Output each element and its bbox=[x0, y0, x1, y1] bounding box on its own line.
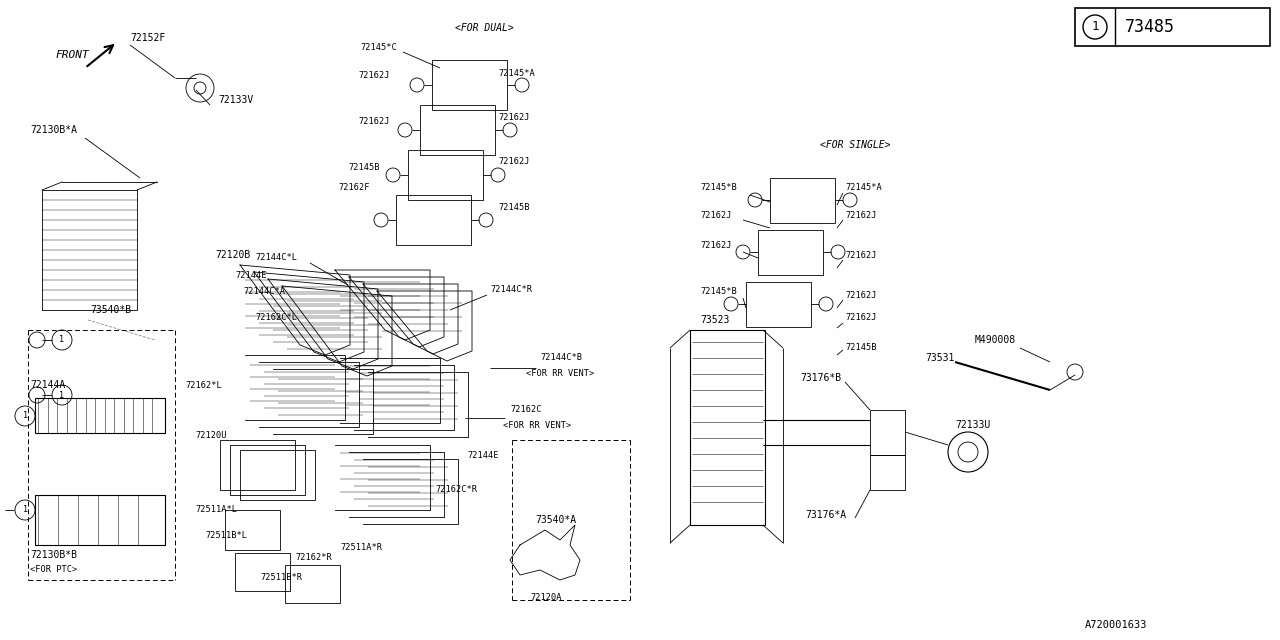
Bar bbox=[35, 398, 165, 433]
Text: 1: 1 bbox=[59, 390, 64, 399]
Bar bbox=[236, 553, 291, 591]
Text: <FOR RR VENT>: <FOR RR VENT> bbox=[526, 369, 594, 378]
Text: 72162J: 72162J bbox=[498, 157, 530, 166]
Text: 72162J: 72162J bbox=[845, 291, 877, 300]
Text: 72162*L: 72162*L bbox=[186, 381, 221, 390]
Text: 72144E: 72144E bbox=[467, 451, 498, 460]
Text: 72145*B: 72145*B bbox=[700, 184, 737, 193]
Bar bbox=[241, 450, 315, 500]
Text: 72145B: 72145B bbox=[845, 344, 877, 353]
Bar bbox=[35, 495, 165, 545]
Text: 72144A: 72144A bbox=[29, 380, 65, 390]
Text: 1: 1 bbox=[59, 335, 64, 344]
Text: 72145*A: 72145*A bbox=[498, 70, 535, 79]
Text: 72162C*R: 72162C*R bbox=[435, 486, 477, 495]
Text: 72144C*A: 72144C*A bbox=[243, 287, 285, 296]
Text: 72144C*R: 72144C*R bbox=[490, 285, 532, 294]
Text: 73523: 73523 bbox=[700, 315, 730, 325]
Text: <FOR PTC>: <FOR PTC> bbox=[29, 566, 77, 575]
Text: <FOR SINGLE>: <FOR SINGLE> bbox=[820, 140, 891, 150]
Bar bbox=[433, 60, 507, 110]
Text: 72145B: 72145B bbox=[348, 163, 379, 173]
Text: 73531: 73531 bbox=[925, 353, 955, 363]
Text: 1: 1 bbox=[23, 506, 27, 515]
Text: 72152F: 72152F bbox=[131, 33, 165, 43]
Bar bbox=[870, 455, 905, 490]
Text: 72133V: 72133V bbox=[218, 95, 253, 105]
Text: 72120A: 72120A bbox=[530, 593, 562, 602]
Text: 72162J: 72162J bbox=[845, 250, 877, 259]
Text: 72511A*L: 72511A*L bbox=[195, 506, 237, 515]
Bar bbox=[771, 178, 835, 223]
Bar bbox=[285, 565, 340, 603]
Text: 72162C*L: 72162C*L bbox=[255, 314, 297, 323]
Text: 72144C*L: 72144C*L bbox=[255, 253, 297, 262]
Text: 72162J: 72162J bbox=[700, 241, 731, 250]
Text: FRONT: FRONT bbox=[55, 50, 88, 60]
Text: 72162C: 72162C bbox=[509, 406, 541, 415]
Text: 72145*A: 72145*A bbox=[845, 184, 882, 193]
Bar bbox=[690, 330, 765, 525]
Text: 72144C*B: 72144C*B bbox=[540, 353, 582, 362]
Text: 72162*R: 72162*R bbox=[294, 554, 332, 563]
Bar bbox=[225, 510, 280, 550]
Text: <FOR RR VENT>: <FOR RR VENT> bbox=[503, 420, 571, 429]
Bar bbox=[758, 230, 823, 275]
Bar bbox=[230, 445, 305, 495]
Text: 72120B: 72120B bbox=[215, 250, 251, 260]
Text: 72162J: 72162J bbox=[845, 211, 877, 220]
Text: 72511B*L: 72511B*L bbox=[205, 531, 247, 540]
Text: 72511B*R: 72511B*R bbox=[260, 573, 302, 582]
Text: 72145*B: 72145*B bbox=[700, 287, 737, 296]
Text: <FOR DUAL>: <FOR DUAL> bbox=[454, 23, 513, 33]
Text: 72162F: 72162F bbox=[338, 184, 370, 193]
Text: 73176*B: 73176*B bbox=[800, 373, 841, 383]
Text: 72162J: 72162J bbox=[845, 314, 877, 323]
Text: 73540*A: 73540*A bbox=[535, 515, 576, 525]
Text: 72162J: 72162J bbox=[498, 113, 530, 122]
Text: M490008: M490008 bbox=[975, 335, 1016, 345]
Bar bbox=[396, 195, 471, 245]
Text: 1: 1 bbox=[23, 412, 27, 420]
Text: 72130B*A: 72130B*A bbox=[29, 125, 77, 135]
Bar bbox=[420, 105, 495, 155]
Bar bbox=[220, 440, 294, 490]
Text: 73540*B: 73540*B bbox=[90, 305, 131, 315]
Text: A720001633: A720001633 bbox=[1085, 620, 1147, 630]
Text: 72120U: 72120U bbox=[195, 431, 227, 440]
Text: 72133U: 72133U bbox=[955, 420, 991, 430]
Text: 73176*A: 73176*A bbox=[805, 510, 846, 520]
Text: 72511A*R: 72511A*R bbox=[340, 543, 381, 552]
Text: 72162J: 72162J bbox=[700, 211, 731, 220]
Text: 72145B: 72145B bbox=[498, 204, 530, 212]
Bar bbox=[408, 150, 483, 200]
Bar bbox=[1075, 8, 1270, 46]
Text: 72144E: 72144E bbox=[236, 271, 266, 280]
Text: 1: 1 bbox=[1092, 20, 1098, 33]
Text: 72145*C: 72145*C bbox=[360, 44, 397, 52]
Bar bbox=[746, 282, 812, 327]
Bar bbox=[870, 410, 905, 455]
Text: 72162J: 72162J bbox=[358, 70, 389, 79]
Text: 72162J: 72162J bbox=[358, 118, 389, 127]
Text: 72130B*B: 72130B*B bbox=[29, 550, 77, 560]
Text: 73485: 73485 bbox=[1125, 18, 1175, 36]
